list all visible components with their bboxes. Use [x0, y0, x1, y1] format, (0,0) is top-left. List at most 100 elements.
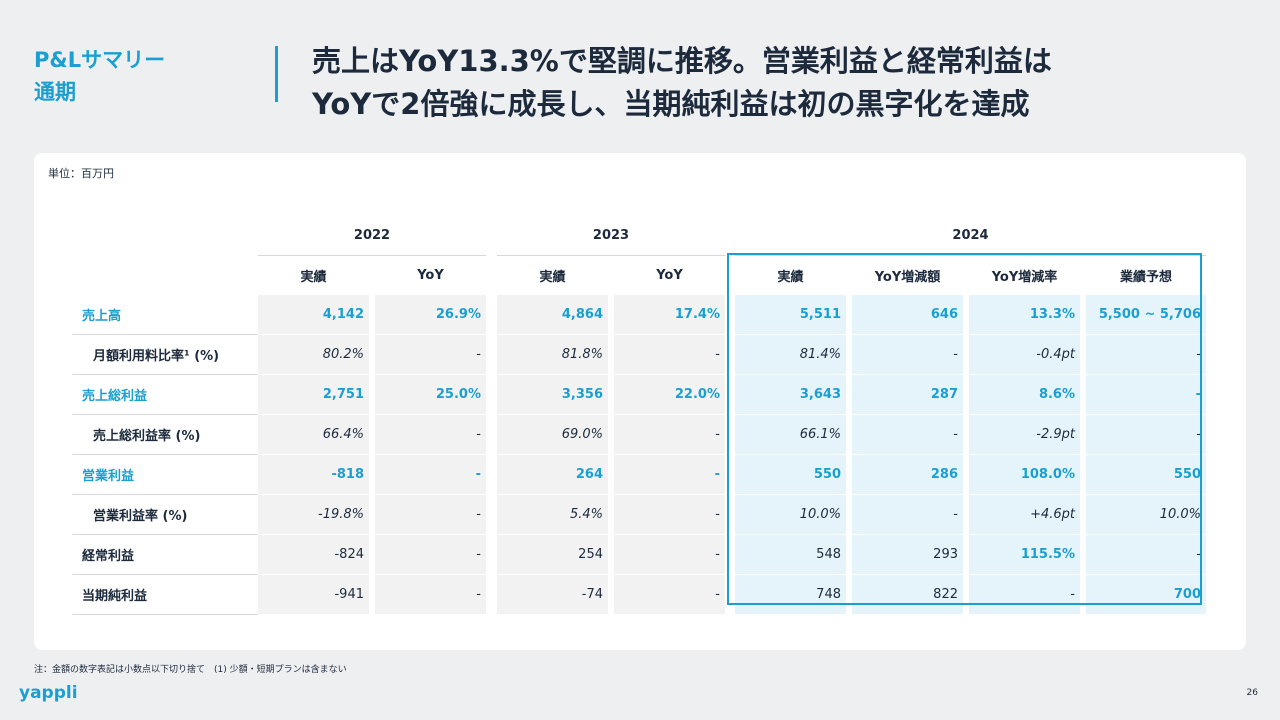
cell-2024-yoy-rate: -0.4pt: [969, 334, 1080, 375]
cell-2024-yoy-diff: 822: [852, 574, 963, 615]
col-header-2022-actual: 実績: [258, 255, 369, 295]
cell-2024-forecast: -: [1086, 414, 1206, 455]
cell-2023-yoy: -: [614, 414, 725, 455]
cell-2023-actual: 4,864: [497, 295, 608, 335]
cell-2024-yoy-rate: 115.5%: [969, 534, 1080, 575]
cell-2022-actual: 4,142: [258, 295, 369, 335]
cell-2024-yoy-rate: 13.3%: [969, 295, 1080, 335]
cell-2023-yoy: -: [614, 494, 725, 535]
cell-2024-yoy-diff: -: [852, 414, 963, 455]
table-row: 売上総利益 2,751 25.0% 3,356 22.0% 3,643 287 …: [72, 374, 1206, 415]
cell-2024-actual: 81.4%: [735, 334, 846, 375]
cell-2023-actual: 81.8%: [497, 334, 608, 375]
column-header-row: 実績 YoY 実績 YoY 実績 YoY増減額 YoY増減率 業績予想: [72, 255, 1206, 295]
col-header-2024-yoy-diff: YoY増減額: [852, 255, 963, 295]
cell-2024-forecast: -: [1086, 534, 1206, 575]
cell-2024-yoy-diff: -: [852, 334, 963, 375]
cell-2022-yoy: -: [375, 334, 486, 375]
cell-2024-actual: 548: [735, 534, 846, 575]
cell-2023-actual: -74: [497, 574, 608, 615]
headline: 売上はYoY13.3%で堅調に推移。営業利益と経常利益は YoYで2倍強に成長し…: [312, 40, 1052, 126]
cell-2023-yoy: 22.0%: [614, 374, 725, 415]
cell-2024-actual: 550: [735, 454, 846, 495]
section-title-line2: 通期: [34, 80, 76, 104]
col-header-2023-yoy: YoY: [614, 255, 725, 295]
page-number: 26: [1246, 688, 1258, 698]
cell-2022-actual: 2,751: [258, 374, 369, 415]
row-label: 売上高: [72, 295, 258, 335]
cell-2022-actual: 66.4%: [258, 414, 369, 455]
row-label: 当期純利益: [72, 574, 258, 615]
table-row: 経常利益 -824 - 254 - 548 293 115.5% -: [72, 534, 1206, 575]
cell-2022-actual: -818: [258, 454, 369, 495]
cell-2024-actual: 66.1%: [735, 414, 846, 455]
cell-2023-actual: 254: [497, 534, 608, 575]
col-header-2023-actual: 実績: [497, 255, 608, 295]
row-label: 経常利益: [72, 534, 258, 575]
cell-2024-yoy-diff: 287: [852, 374, 963, 415]
cell-2024-yoy-diff: 286: [852, 454, 963, 495]
section-title: P&Lサマリー 通期: [34, 44, 165, 108]
cell-2022-yoy: -: [375, 454, 486, 495]
cell-2023-actual: 3,356: [497, 374, 608, 415]
row-label: 営業利益率 (%): [72, 494, 258, 535]
table-row: 月額利用料比率¹ (%) 80.2% - 81.8% - 81.4% - -0.…: [72, 334, 1206, 375]
footnote: 注：金額の数字表記は小数点以下切り捨て (1) 少額・短期プランは含まない: [34, 665, 347, 675]
cell-2024-forecast: -: [1086, 334, 1206, 375]
cell-2024-forecast: 5,500 ~ 5,706: [1086, 295, 1206, 335]
cell-2024-actual: 5,511: [735, 295, 846, 335]
row-label: 売上総利益: [72, 374, 258, 415]
table-row: 売上高 4,142 26.9% 4,864 17.4% 5,511 646 13…: [72, 295, 1206, 335]
row-label: 月額利用料比率¹ (%): [72, 334, 258, 375]
cell-2024-yoy-rate: -2.9pt: [969, 414, 1080, 455]
cell-2022-yoy: -: [375, 574, 486, 615]
cell-2024-yoy-rate: 8.6%: [969, 374, 1080, 415]
cell-2022-yoy: -: [375, 414, 486, 455]
cell-2024-forecast: 550: [1086, 454, 1206, 495]
title-divider: [275, 46, 278, 102]
cell-2022-actual: -19.8%: [258, 494, 369, 535]
row-label: 営業利益: [72, 454, 258, 495]
cell-2024-actual: 748: [735, 574, 846, 615]
table-row: 売上総利益率 (%) 66.4% - 69.0% - 66.1% - -2.9p…: [72, 414, 1206, 455]
cell-2022-yoy: 26.9%: [375, 295, 486, 335]
cell-2024-yoy-diff: -: [852, 494, 963, 535]
cell-2023-yoy: -: [614, 534, 725, 575]
row-label: 売上総利益率 (%): [72, 414, 258, 455]
cell-2023-yoy: -: [614, 454, 725, 495]
cell-2024-yoy-rate: -: [969, 574, 1080, 615]
cell-2024-yoy-diff: 646: [852, 295, 963, 335]
pl-summary-table: 2022 2023 2024 実績 YoY 実績 YoY 実績 YoY増減額 Y…: [72, 216, 1206, 615]
cell-2023-actual: 5.4%: [497, 494, 608, 535]
year-2022: 2022: [258, 216, 486, 256]
table-row: 営業利益率 (%) -19.8% - 5.4% - 10.0% - +4.6pt…: [72, 494, 1206, 535]
cell-2022-yoy: -: [375, 534, 486, 575]
cell-2023-actual: 69.0%: [497, 414, 608, 455]
col-header-2024-forecast: 業績予想: [1086, 255, 1206, 295]
cell-2024-yoy-rate: +4.6pt: [969, 494, 1080, 535]
cell-2023-yoy: -: [614, 574, 725, 615]
yappli-logo: yappli: [19, 683, 78, 703]
headline-line1: 売上はYoY13.3%で堅調に推移。営業利益と経常利益は: [312, 44, 1052, 78]
cell-2022-yoy: -: [375, 494, 486, 535]
table-row: 営業利益 -818 - 264 - 550 286 108.0% 550: [72, 454, 1206, 495]
col-header-2024-actual: 実績: [735, 255, 846, 295]
col-header-2024-yoy-rate: YoY増減率: [969, 255, 1080, 295]
cell-2022-yoy: 25.0%: [375, 374, 486, 415]
section-title-line1: P&Lサマリー: [34, 48, 166, 72]
headline-line2: YoYで2倍強に成長し、当期純利益は初の黒字化を達成: [312, 87, 1030, 121]
year-2024: 2024: [735, 216, 1206, 256]
cell-2022-actual: 80.2%: [258, 334, 369, 375]
cell-2024-forecast: 10.0%: [1086, 494, 1206, 535]
cell-2024-forecast: 700: [1086, 574, 1206, 615]
cell-2024-forecast: -: [1086, 374, 1206, 415]
cell-2022-actual: -941: [258, 574, 369, 615]
table-row: 当期純利益 -941 - -74 - 748 822 - 700: [72, 574, 1206, 615]
col-header-2022-yoy: YoY: [375, 255, 486, 295]
year-2023: 2023: [497, 216, 725, 256]
cell-2022-actual: -824: [258, 534, 369, 575]
year-header-row: 2022 2023 2024: [72, 216, 1206, 256]
cell-2023-actual: 264: [497, 454, 608, 495]
cell-2023-yoy: 17.4%: [614, 295, 725, 335]
cell-2024-actual: 10.0%: [735, 494, 846, 535]
